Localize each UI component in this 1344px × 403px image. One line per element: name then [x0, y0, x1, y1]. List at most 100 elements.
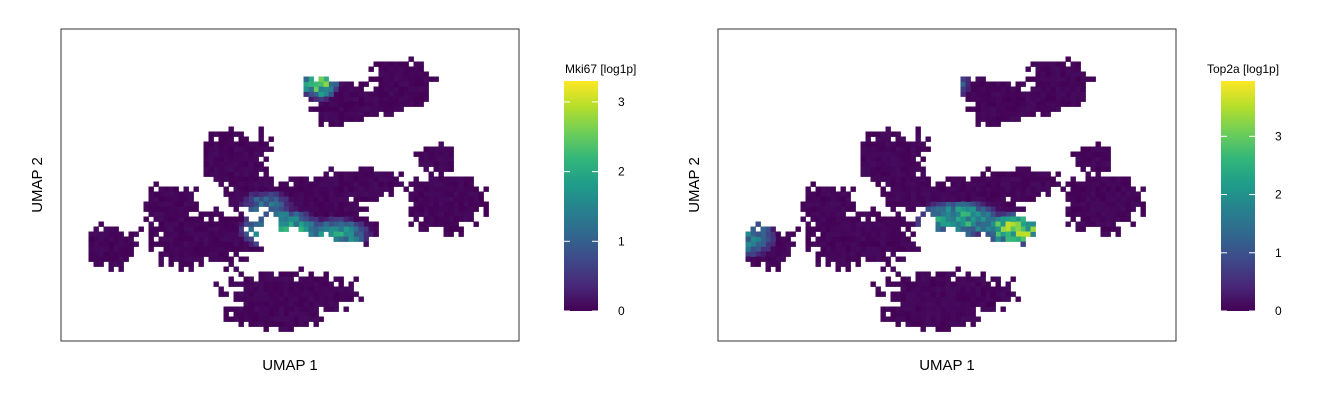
hexbin-cell [328, 281, 334, 287]
hexbin-cell [318, 211, 324, 217]
hexbin-cell [418, 201, 424, 207]
hexbin-cell [995, 236, 1001, 242]
hexbin-cell [443, 231, 449, 237]
hexbin-cell [328, 201, 334, 207]
hexbin-cell [143, 201, 149, 207]
hexbin-cell [920, 166, 926, 172]
hexbin-cell [248, 201, 254, 207]
hexbin-cell [850, 246, 856, 252]
hexbin-cell [920, 141, 926, 147]
hexbin-cell [253, 306, 259, 312]
hexbin-cell [1095, 201, 1101, 207]
hexbin-cell [468, 206, 474, 212]
hexbin-cell [188, 246, 194, 252]
hexbin-cell [298, 221, 304, 227]
hexbin-cell [383, 106, 389, 112]
hexbin-cell [810, 226, 816, 232]
hexbin-cell [1100, 146, 1106, 152]
hexbin-cell [970, 321, 976, 327]
hexbin-cell [1065, 96, 1071, 102]
hexbin-cell [910, 311, 916, 317]
hexbin-cell [398, 91, 404, 97]
hexbin-cell [183, 201, 189, 207]
hexbin-cell [348, 176, 354, 182]
hexbin-cell [223, 266, 229, 272]
hexbin-cell [820, 236, 826, 242]
hexbin-cell [293, 306, 299, 312]
hexbin-cell [278, 186, 284, 192]
hexbin-cell [183, 246, 189, 252]
hexbin-cell [885, 231, 891, 237]
hexbin-cell [338, 186, 344, 192]
hexbin-cell [223, 236, 229, 242]
hexbin-cell [343, 226, 349, 232]
hexbin-cell [303, 226, 309, 232]
hexbin-cell [418, 156, 424, 162]
hexbin-cell [950, 181, 956, 187]
hexbin-cell [890, 156, 896, 162]
hexbin-cell [223, 246, 229, 252]
hexbin-cell [338, 96, 344, 102]
hexbin-cell [408, 76, 414, 82]
hexbin-cell [403, 81, 409, 87]
hexbin-cell [398, 106, 404, 112]
hexbin-cell [318, 181, 324, 187]
hexbin-cell [283, 181, 289, 187]
hexbin-cell [875, 161, 881, 167]
hexbin-cell [338, 216, 344, 222]
hexbin-cell [453, 196, 459, 202]
hexbin-cell [373, 106, 379, 112]
hexbin-cell [238, 181, 244, 187]
hexbin-cell [1095, 211, 1101, 217]
hexbin-cell [313, 231, 319, 237]
hexbin-cell [810, 181, 816, 187]
hexbin-cell [193, 186, 199, 192]
hexbin-cell [1020, 81, 1026, 87]
hexbin-cell [865, 241, 871, 247]
hexbin-cell [1000, 296, 1006, 302]
hexbin-cell [323, 191, 329, 197]
hexbin-cell [985, 166, 991, 172]
hexbin-cell [1020, 101, 1026, 107]
hexbin-cell [915, 246, 921, 252]
hexbin-cell [760, 256, 766, 262]
hexbin-cell [393, 66, 399, 72]
hexbin-cell [328, 91, 334, 97]
hexbin-cell [263, 281, 269, 287]
hexbin-cell [353, 196, 359, 202]
hexbin-cell [1100, 206, 1106, 212]
hexbin-cell [433, 76, 439, 82]
hexbin-cell [1115, 226, 1121, 232]
hexbin-cell [900, 296, 906, 302]
hexbin-cell [1085, 146, 1091, 152]
hexbin-cell [338, 121, 344, 127]
hexbin-cell [108, 256, 114, 262]
hexbin-cell [845, 231, 851, 237]
hexbin-cell [835, 206, 841, 212]
hexbin-cell [985, 106, 991, 112]
hexbin-cell [413, 201, 419, 207]
hexbin-cell [935, 311, 941, 317]
hexbin-cell [383, 61, 389, 67]
hexbin-cell [333, 306, 339, 312]
hexbin-cell [193, 251, 199, 257]
hexbin-cell [243, 231, 249, 237]
hexbin-cell [890, 246, 896, 252]
hexbin-cell [288, 191, 294, 197]
hexbin-cell [1070, 91, 1076, 97]
hexbin-cell [413, 76, 419, 82]
hexbin-cell [443, 161, 449, 167]
hexbin-cell [955, 211, 961, 217]
hexbin-cell [900, 216, 906, 222]
hexbin-cell [253, 296, 259, 302]
hexbin-cell [298, 321, 304, 327]
hexbin-cell [900, 221, 906, 227]
hexbin-cell [850, 221, 856, 227]
hexbin-cell [865, 211, 871, 217]
hexbin-cell [213, 246, 219, 252]
hexbin-cell [805, 196, 811, 202]
hexbin-cell [198, 216, 204, 222]
hexbin-cell [238, 216, 244, 222]
hexbin-cell [1125, 181, 1131, 187]
hexbin-cell [835, 221, 841, 227]
